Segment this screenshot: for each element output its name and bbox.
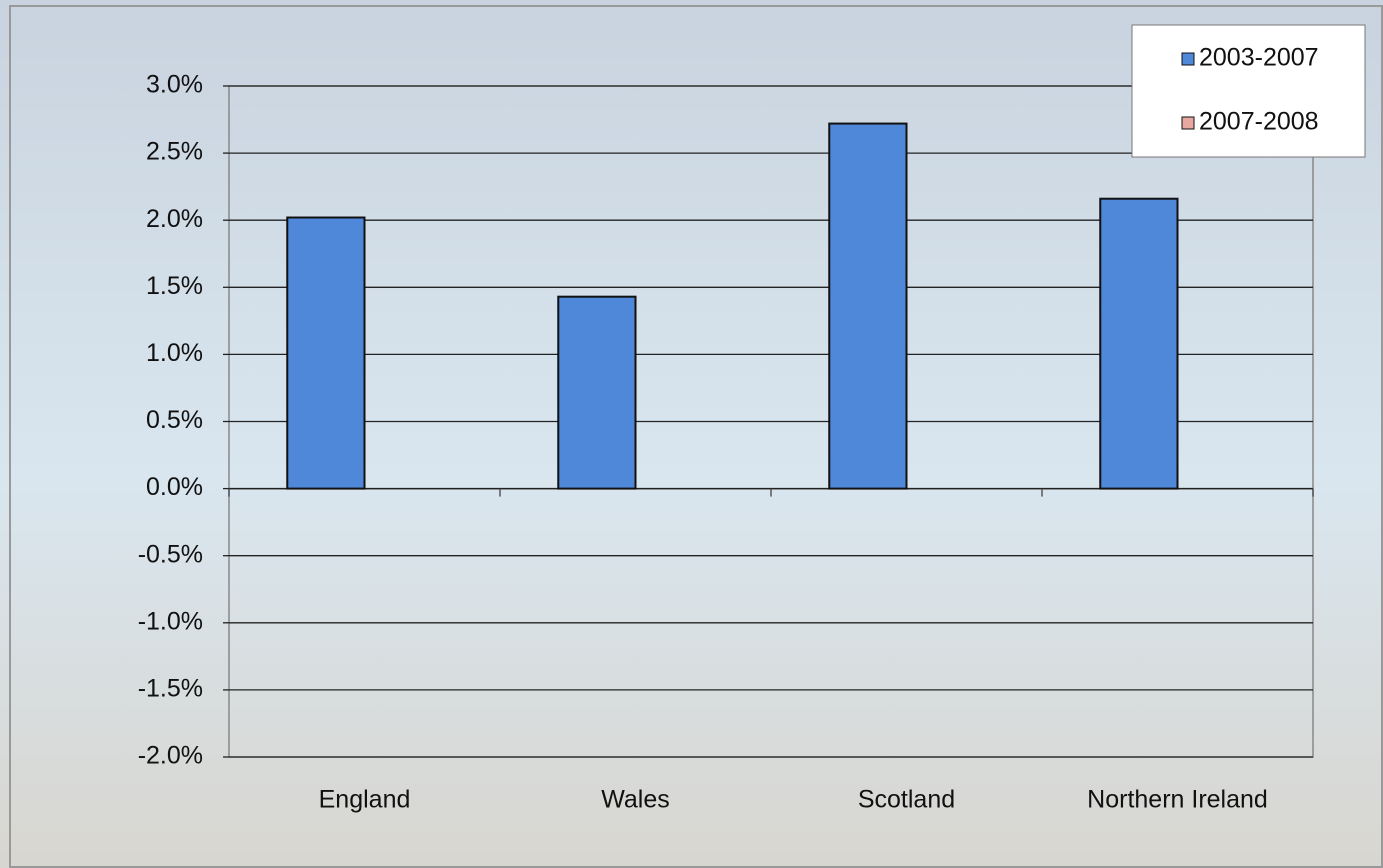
bar bbox=[1099, 197, 1179, 490]
y-tick-label: -2.0% bbox=[138, 742, 203, 770]
x-tick-label: Northern Ireland bbox=[1087, 786, 1268, 814]
y-tick-label: 1.5% bbox=[146, 272, 203, 300]
y-tick-label: 1.0% bbox=[146, 339, 203, 367]
bar bbox=[828, 122, 908, 490]
y-tick-label: 2.0% bbox=[146, 205, 203, 233]
bar bbox=[557, 295, 637, 490]
x-tick-label: Scotland bbox=[858, 786, 955, 814]
legend-label: 2007-2008 bbox=[1199, 108, 1319, 136]
frame bbox=[9, 5, 1383, 868]
y-tick-label: -1.0% bbox=[138, 607, 203, 635]
y-tick-label: 2.5% bbox=[146, 138, 203, 166]
y-tick-label: -1.5% bbox=[138, 675, 203, 703]
y-tick-label: 0.5% bbox=[146, 406, 203, 434]
y-tick-label: 3.0% bbox=[146, 71, 203, 99]
legend-swatch bbox=[1181, 52, 1195, 66]
y-tick-label: -0.5% bbox=[138, 540, 203, 568]
legend-label: 2003-2007 bbox=[1199, 44, 1319, 72]
legend-box bbox=[1131, 24, 1366, 158]
bar bbox=[286, 216, 366, 490]
y-tick-label: 0.0% bbox=[146, 473, 203, 501]
x-tick-label: England bbox=[319, 786, 411, 814]
x-tick-label: Wales bbox=[601, 786, 670, 814]
legend-swatch bbox=[1181, 116, 1195, 130]
